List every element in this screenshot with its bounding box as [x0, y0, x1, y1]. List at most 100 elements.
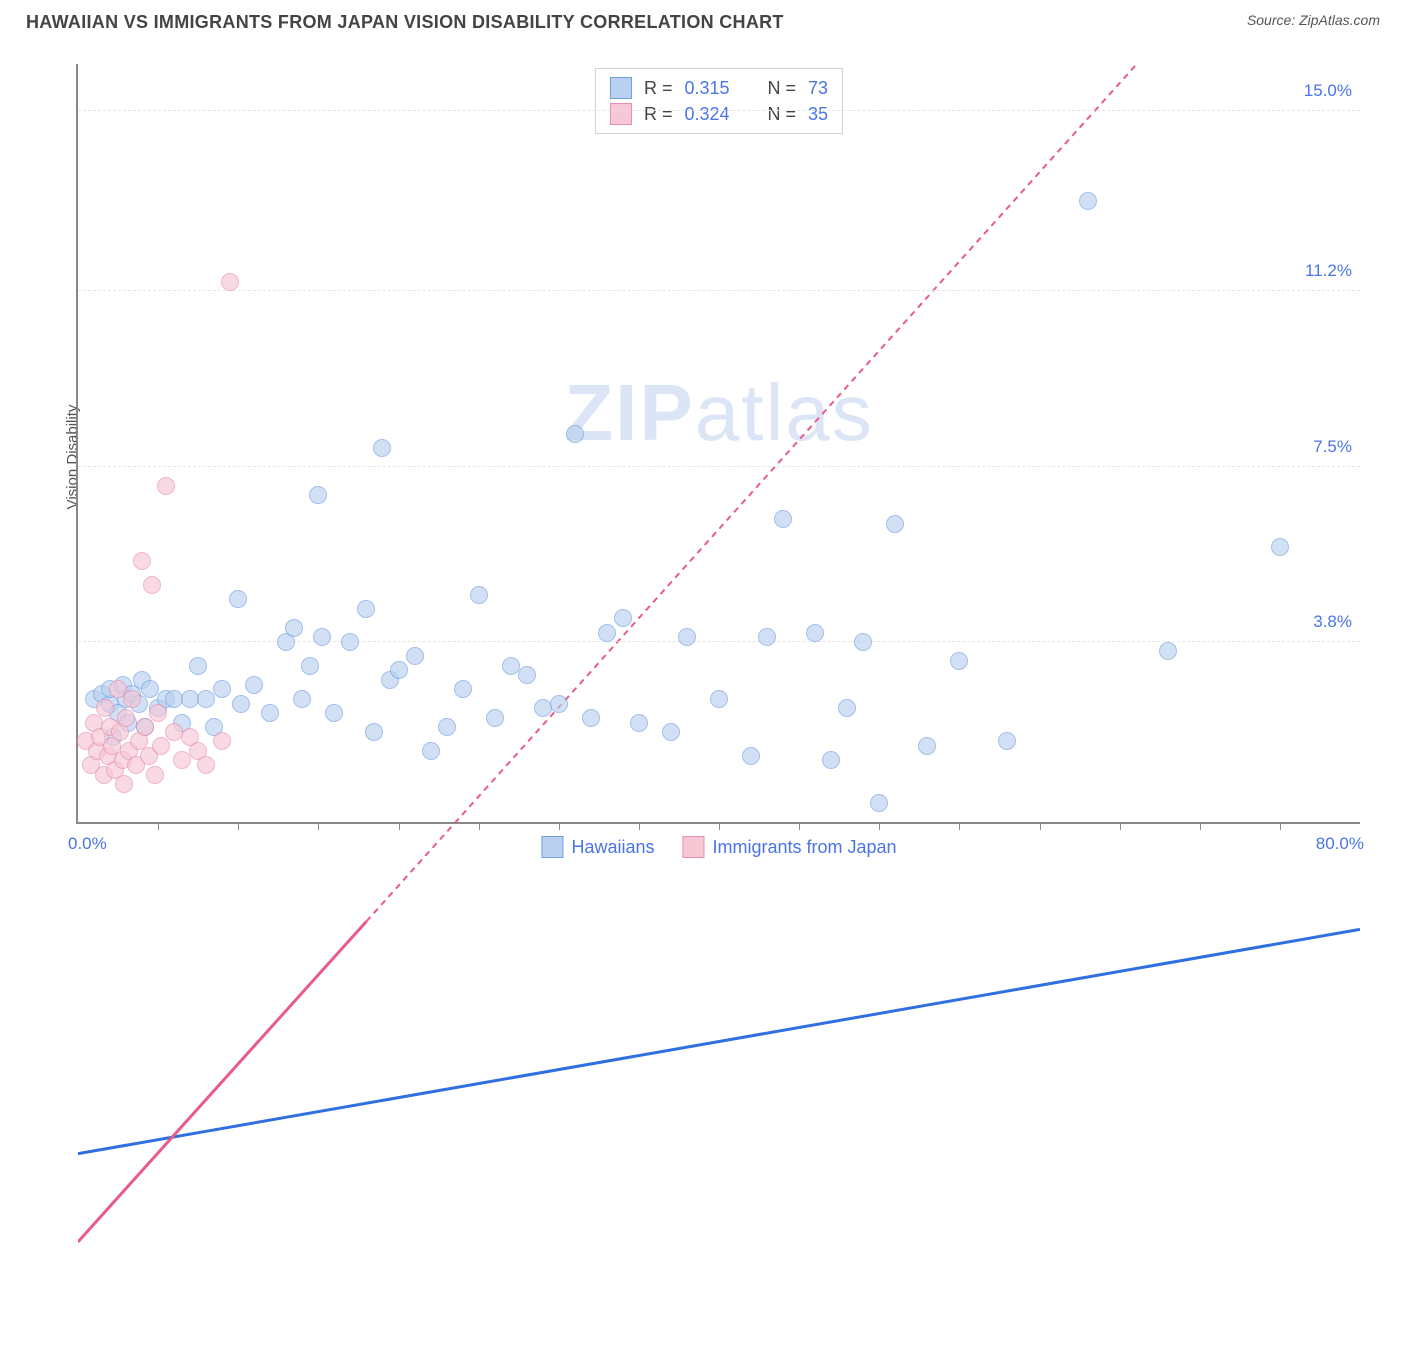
data-point	[301, 657, 319, 675]
data-point	[232, 695, 250, 713]
data-point	[197, 756, 215, 774]
data-point	[758, 628, 776, 646]
data-point	[950, 652, 968, 670]
data-point	[838, 699, 856, 717]
legend-item: Immigrants from Japan	[682, 836, 896, 858]
data-point	[115, 775, 133, 793]
data-point	[870, 794, 888, 812]
x-tick	[639, 822, 640, 830]
data-point	[390, 661, 408, 679]
data-point	[373, 439, 391, 457]
data-point	[136, 718, 154, 736]
legend-swatch	[541, 836, 563, 858]
x-min-label: 0.0%	[68, 834, 107, 854]
data-point	[152, 737, 170, 755]
data-point	[470, 586, 488, 604]
data-point	[566, 425, 584, 443]
legend-label: Hawaiians	[571, 837, 654, 858]
chart-title: HAWAIIAN VS IMMIGRANTS FROM JAPAN VISION…	[26, 12, 784, 33]
stats-row: R =0.315N =73	[610, 75, 828, 101]
y-tick-label: 7.5%	[1313, 437, 1352, 457]
data-point	[133, 552, 151, 570]
data-point	[325, 704, 343, 722]
data-point	[293, 690, 311, 708]
data-point	[149, 704, 167, 722]
data-point	[822, 751, 840, 769]
stat-r-value: 0.315	[684, 78, 729, 99]
source-attribution: Source: ZipAtlas.com	[1247, 12, 1380, 28]
stat-r-value: 0.324	[684, 104, 729, 125]
data-point	[454, 680, 472, 698]
x-tick	[399, 822, 400, 830]
x-tick	[158, 822, 159, 830]
data-point	[550, 695, 568, 713]
data-point	[341, 633, 359, 651]
stat-n-label: N =	[768, 104, 797, 125]
stats-legend-box: R =0.315N =73R =0.324N =35	[595, 68, 843, 134]
data-point	[357, 600, 375, 618]
data-point	[886, 515, 904, 533]
x-tick	[1280, 822, 1281, 830]
data-point	[146, 766, 164, 784]
data-point	[117, 709, 135, 727]
data-point	[143, 576, 161, 594]
data-point	[806, 624, 824, 642]
gridline	[78, 466, 1360, 467]
x-tick	[479, 822, 480, 830]
x-tick	[1200, 822, 1201, 830]
stat-n-label: N =	[768, 78, 797, 99]
x-tick	[719, 822, 720, 830]
y-tick-label: 15.0%	[1304, 81, 1352, 101]
data-point	[173, 751, 191, 769]
gridline	[78, 290, 1360, 291]
data-point	[614, 609, 632, 627]
data-point	[918, 737, 936, 755]
data-point	[438, 718, 456, 736]
data-point	[197, 690, 215, 708]
data-point	[422, 742, 440, 760]
data-point	[229, 590, 247, 608]
scatter-plot: ZIPatlas R =0.315N =73R =0.324N =35 Hawa…	[76, 64, 1360, 824]
data-point	[261, 704, 279, 722]
data-point	[710, 690, 728, 708]
legend-swatch	[610, 103, 632, 125]
data-point	[998, 732, 1016, 750]
data-point	[245, 676, 263, 694]
x-tick	[238, 822, 239, 830]
x-tick	[1120, 822, 1121, 830]
data-point	[123, 690, 141, 708]
legend-item: Hawaiians	[541, 836, 654, 858]
data-point	[486, 709, 504, 727]
x-tick	[879, 822, 880, 830]
data-point	[662, 723, 680, 741]
x-tick	[559, 822, 560, 830]
x-tick	[799, 822, 800, 830]
data-point	[213, 732, 231, 750]
data-point	[598, 624, 616, 642]
data-point	[630, 714, 648, 732]
legend-swatch	[610, 77, 632, 99]
y-tick-label: 3.8%	[1313, 612, 1352, 632]
legend-swatch	[682, 836, 704, 858]
stat-r-label: R =	[644, 104, 673, 125]
stat-n-value: 35	[808, 104, 828, 125]
data-point	[221, 273, 239, 291]
data-point	[213, 680, 231, 698]
data-point	[309, 486, 327, 504]
data-point	[742, 747, 760, 765]
data-point	[313, 628, 331, 646]
data-point	[285, 619, 303, 637]
data-point	[678, 628, 696, 646]
series-legend: Hawaiians Immigrants from Japan	[541, 836, 896, 858]
data-point	[1159, 642, 1177, 660]
stats-row: R = 0.324 N = 35	[610, 101, 828, 127]
data-point	[189, 657, 207, 675]
x-tick	[959, 822, 960, 830]
data-point	[406, 647, 424, 665]
x-max-label: 80.0%	[1316, 834, 1364, 854]
data-point	[1271, 538, 1289, 556]
gridline	[78, 110, 1360, 111]
data-point	[854, 633, 872, 651]
data-point	[582, 709, 600, 727]
data-point	[365, 723, 383, 741]
